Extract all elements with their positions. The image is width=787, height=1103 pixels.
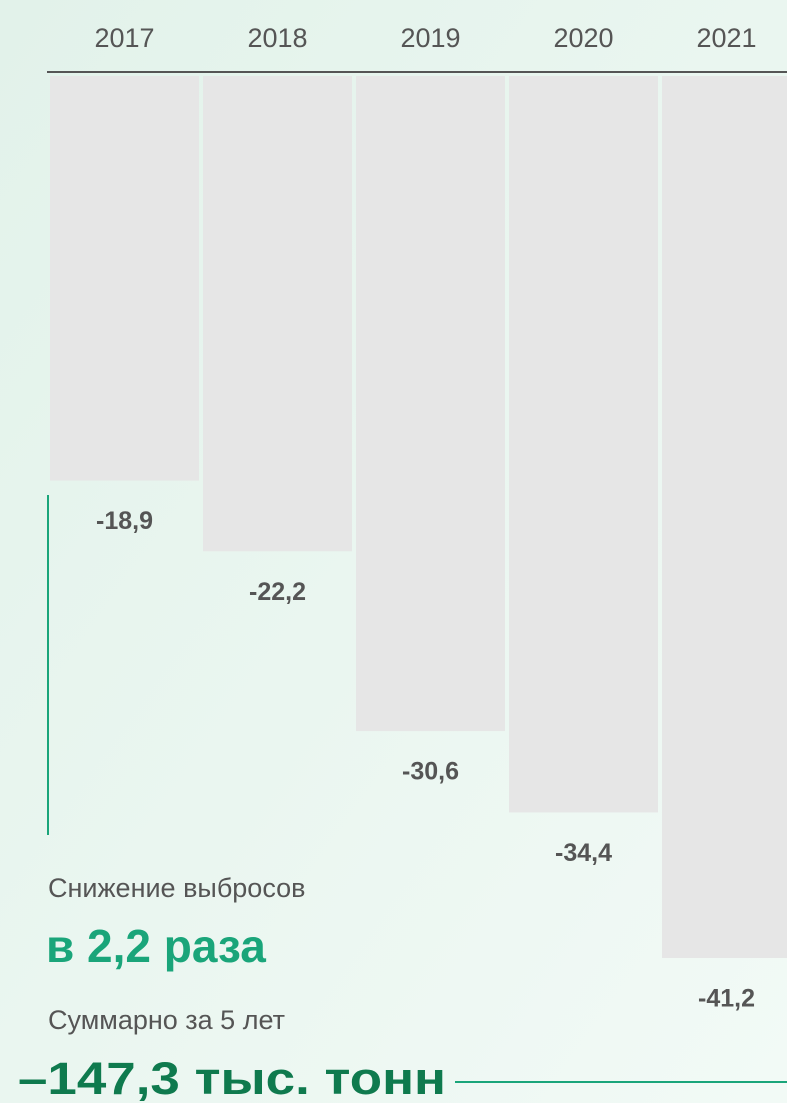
- x-tick-label: 2020: [553, 23, 613, 53]
- x-tick-label: 2019: [400, 23, 460, 53]
- annotation: Снижение выбросов: [48, 873, 306, 903]
- value-label: -18,9: [96, 507, 153, 535]
- value-label: -34,4: [555, 839, 612, 867]
- annotation: Суммарно за 5 лет: [48, 1005, 285, 1035]
- bar: [662, 76, 787, 958]
- value-label: -22,2: [249, 578, 306, 606]
- value-label: -30,6: [402, 758, 459, 786]
- x-tick-label: 2017: [94, 23, 154, 53]
- x-tick-label: 2021: [696, 23, 756, 53]
- x-tick-label: 2018: [247, 23, 307, 53]
- bar: [50, 76, 199, 481]
- annotation: в 2,2 раза: [46, 920, 266, 972]
- bar: [203, 76, 352, 552]
- annotation: –147,3 тыс. тонн: [18, 1053, 446, 1103]
- bar: [356, 76, 505, 732]
- bar: [509, 76, 658, 813]
- value-label: -41,2: [698, 985, 755, 1013]
